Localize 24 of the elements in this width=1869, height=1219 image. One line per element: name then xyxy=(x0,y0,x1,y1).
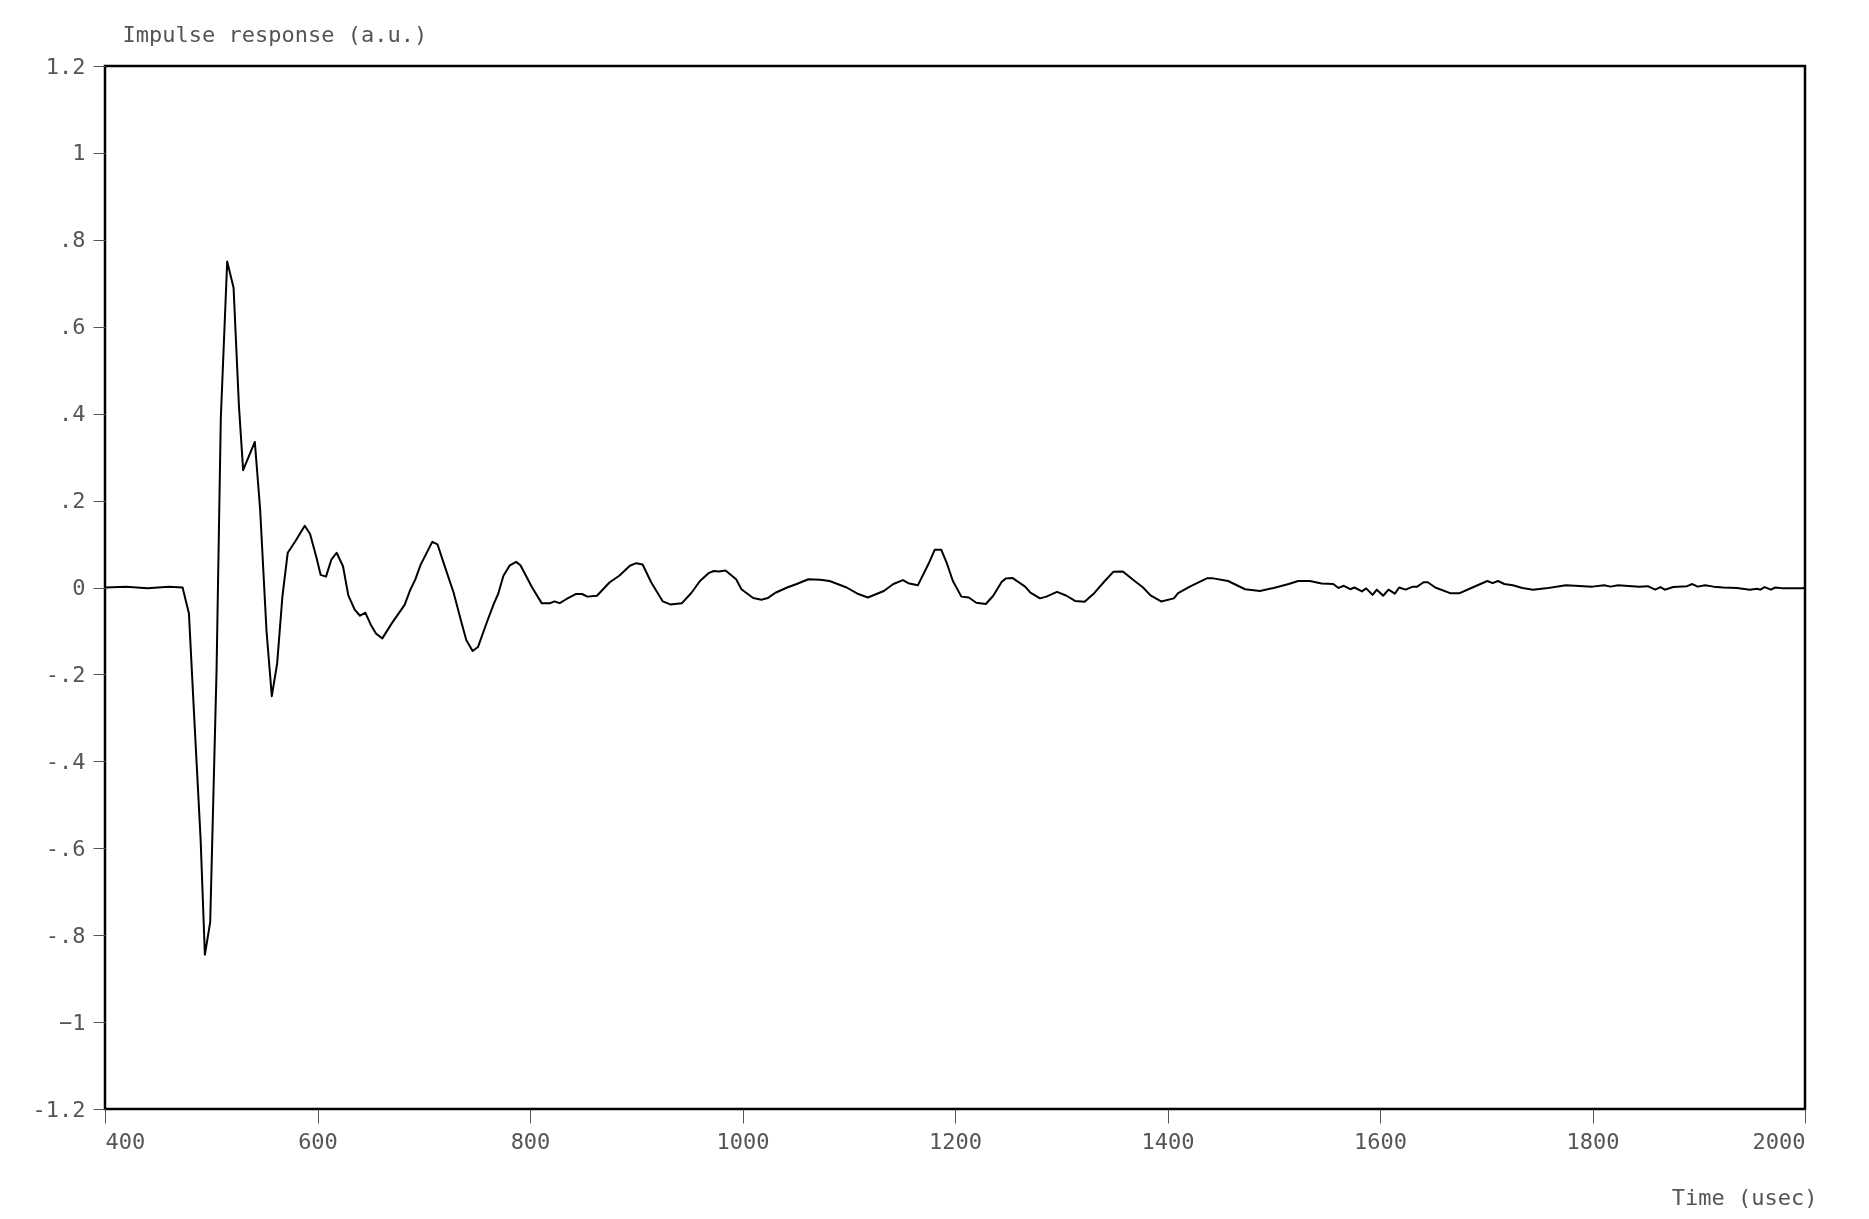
y-tick-label: 1.2 xyxy=(45,53,86,79)
x-tick-label: 1600 xyxy=(1354,1128,1407,1154)
y-tick-label: 1 xyxy=(72,140,86,166)
y-tick-label: .6 xyxy=(59,314,86,340)
y-tick-label: -.6 xyxy=(45,835,86,861)
y-tick-label: .4 xyxy=(59,401,86,427)
y-tick-label: -.8 xyxy=(45,922,86,948)
y-tick-label: .2 xyxy=(59,488,86,514)
y-tick-label: .8 xyxy=(59,227,86,253)
y-tick-label: -.2 xyxy=(45,661,86,687)
y-axis-title: Impulse response (a.u.) xyxy=(122,21,428,47)
x-tick-label: 1200 xyxy=(929,1128,982,1154)
x-tick-label: 1000 xyxy=(716,1128,770,1154)
x-tick-label: 800 xyxy=(510,1128,551,1154)
y-tick-label: -.4 xyxy=(45,748,86,774)
x-tick-label: 400 xyxy=(105,1128,146,1154)
y-tick-label: 0 xyxy=(72,575,86,600)
x-tick-label: 600 xyxy=(298,1128,338,1154)
x-tick-label: 2000 xyxy=(1752,1128,1806,1154)
x-axis-title: Time (usec) xyxy=(1671,1184,1818,1210)
y-tick-label: −1 xyxy=(59,1009,86,1035)
x-tick-label: 1400 xyxy=(1141,1128,1195,1154)
y-tick-label: -1.2 xyxy=(32,1096,86,1122)
x-tick-label: 1800 xyxy=(1566,1128,1620,1154)
